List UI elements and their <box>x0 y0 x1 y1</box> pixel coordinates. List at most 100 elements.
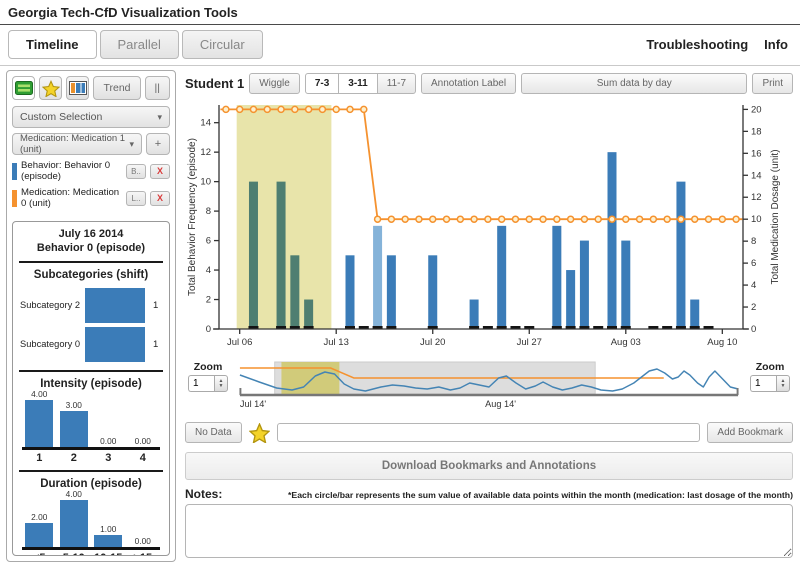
medication-marker[interactable] <box>566 215 575 223</box>
medication-marker[interactable] <box>373 215 382 223</box>
medication-marker[interactable] <box>346 105 354 114</box>
medication-marker[interactable] <box>594 215 602 223</box>
behavior-bar[interactable] <box>345 255 355 329</box>
medication-marker[interactable] <box>718 215 727 223</box>
medication-marker[interactable] <box>497 215 506 223</box>
shift-button-3-11[interactable]: 3-11 <box>338 73 378 94</box>
medication-marker[interactable] <box>622 215 630 223</box>
medication-marker[interactable] <box>484 215 492 223</box>
subcategory-label: Subcategory 2 <box>20 300 80 310</box>
overview-chart[interactable]: Jul 14' Aug 14' <box>238 361 740 411</box>
behavior-bar[interactable] <box>469 299 479 329</box>
wiggle-button[interactable]: Wiggle <box>249 73 300 94</box>
behavior-bar[interactable] <box>607 152 617 329</box>
medication-marker[interactable] <box>249 105 258 114</box>
legend-remove-button[interactable]: X <box>150 190 170 206</box>
sum-data-by-day-button[interactable]: Sum data by day <box>521 73 748 94</box>
medication-marker[interactable] <box>442 215 451 223</box>
stepper-arrows-icon[interactable]: ▲ ▼ <box>776 375 790 392</box>
medication-marker[interactable] <box>304 105 313 114</box>
medication-marker[interactable] <box>511 215 520 223</box>
medication-marker[interactable] <box>635 215 644 223</box>
header-link-info[interactable]: Info <box>764 37 788 52</box>
no-data-button[interactable]: No Data <box>185 422 242 443</box>
tab-list-view[interactable] <box>12 76 36 100</box>
legend-type-button[interactable]: L.. <box>126 190 146 206</box>
behavior-bar[interactable] <box>566 270 576 329</box>
behavior-bar[interactable] <box>290 255 300 329</box>
download-bookmarks-button[interactable]: Download Bookmarks and Annotations <box>185 452 793 480</box>
main-chart[interactable]: 0 2 4 6 8 10 12 14 0 2 4 6 8 10 12 14 16 18 20 Jul 06 Jul 13… <box>183 99 789 359</box>
behavior-bar[interactable] <box>248 181 258 329</box>
view-tab-timeline[interactable]: Timeline <box>8 30 97 59</box>
medication-marker[interactable] <box>428 215 437 223</box>
header-link-troubleshooting[interactable]: Troubleshooting <box>646 37 749 52</box>
medication-marker[interactable] <box>277 105 285 114</box>
medication-marker[interactable] <box>456 215 465 223</box>
zoom-input-left[interactable] <box>188 375 214 392</box>
medication-marker[interactable] <box>387 215 396 223</box>
behavior-bar[interactable] <box>690 299 700 329</box>
medication-marker[interactable] <box>401 215 409 223</box>
bookmark-input[interactable] <box>276 423 701 442</box>
medication-marker[interactable] <box>415 215 423 223</box>
subcategory-bar[interactable] <box>85 287 145 323</box>
medication-marker[interactable] <box>539 215 547 223</box>
behavior-bar[interactable] <box>621 240 631 329</box>
pause-button[interactable]: || <box>144 76 170 100</box>
medication-dropdown[interactable]: Medication: Medication 1 (unit) ▾ <box>12 133 142 155</box>
medication-marker[interactable] <box>553 215 561 223</box>
notes-textarea[interactable] <box>185 504 793 558</box>
legend-remove-button[interactable]: X <box>150 163 170 179</box>
medication-marker[interactable] <box>690 215 699 223</box>
medication-marker[interactable] <box>677 215 685 223</box>
medication-marker[interactable] <box>318 105 327 114</box>
tab-columns-view[interactable] <box>66 76 90 100</box>
day-data-mark <box>427 326 438 329</box>
medication-marker[interactable] <box>263 105 272 114</box>
medication-marker[interactable] <box>580 215 589 223</box>
behavior-bar[interactable] <box>373 225 383 329</box>
behavior-bar[interactable] <box>304 299 314 329</box>
medication-marker[interactable] <box>291 105 299 114</box>
behavior-bar[interactable] <box>579 240 589 329</box>
annotation-label-button[interactable]: Annotation Label <box>421 73 517 94</box>
medication-marker[interactable] <box>732 215 740 223</box>
behavior-bar[interactable] <box>386 255 396 329</box>
behavior-bar[interactable] <box>276 181 286 329</box>
medication-marker[interactable] <box>332 105 340 114</box>
medication-marker[interactable] <box>704 215 713 223</box>
tab-bookmarks[interactable] <box>39 76 63 100</box>
behavior-bar[interactable] <box>428 255 438 329</box>
mini-cat-label: 5-10 <box>57 550 92 556</box>
print-button[interactable]: Print <box>752 73 793 94</box>
trend-button[interactable]: Trend <box>93 76 141 100</box>
behavior-bar[interactable] <box>676 181 686 329</box>
behavior-bar[interactable] <box>497 225 507 329</box>
bookmark-star-icon[interactable] <box>248 422 270 443</box>
medication-marker[interactable] <box>663 215 671 223</box>
svg-text:10: 10 <box>200 177 211 188</box>
medication-marker[interactable] <box>649 215 658 223</box>
medication-marker[interactable] <box>360 105 368 114</box>
zoom-input-right[interactable] <box>750 375 776 392</box>
stepper-arrows-icon[interactable]: ▲ ▼ <box>214 375 228 392</box>
medication-marker[interactable] <box>235 105 244 114</box>
medication-marker[interactable] <box>525 215 534 223</box>
view-tab-circular[interactable]: Circular <box>181 30 263 59</box>
view-tab-parallel[interactable]: Parallel <box>99 30 179 59</box>
shift-button-7-3[interactable]: 7-3 <box>304 73 340 94</box>
medication-marker[interactable] <box>470 215 478 223</box>
custom-selection-dropdown[interactable]: Custom Selection ▾ <box>12 106 170 128</box>
legend-swatch <box>12 162 17 180</box>
day-data-mark <box>248 326 259 329</box>
medication-marker[interactable] <box>608 215 616 223</box>
add-series-button[interactable]: + <box>146 133 170 155</box>
shift-button-11-7[interactable]: 11-7 <box>376 73 417 94</box>
add-bookmark-button[interactable]: Add Bookmark <box>707 422 793 443</box>
medication-marker[interactable] <box>222 105 230 114</box>
svg-text:Aug 03: Aug 03 <box>611 337 641 348</box>
behavior-bar[interactable] <box>552 225 562 329</box>
legend-type-button[interactable]: B.. <box>126 163 146 179</box>
subcategory-bar[interactable] <box>85 326 145 362</box>
